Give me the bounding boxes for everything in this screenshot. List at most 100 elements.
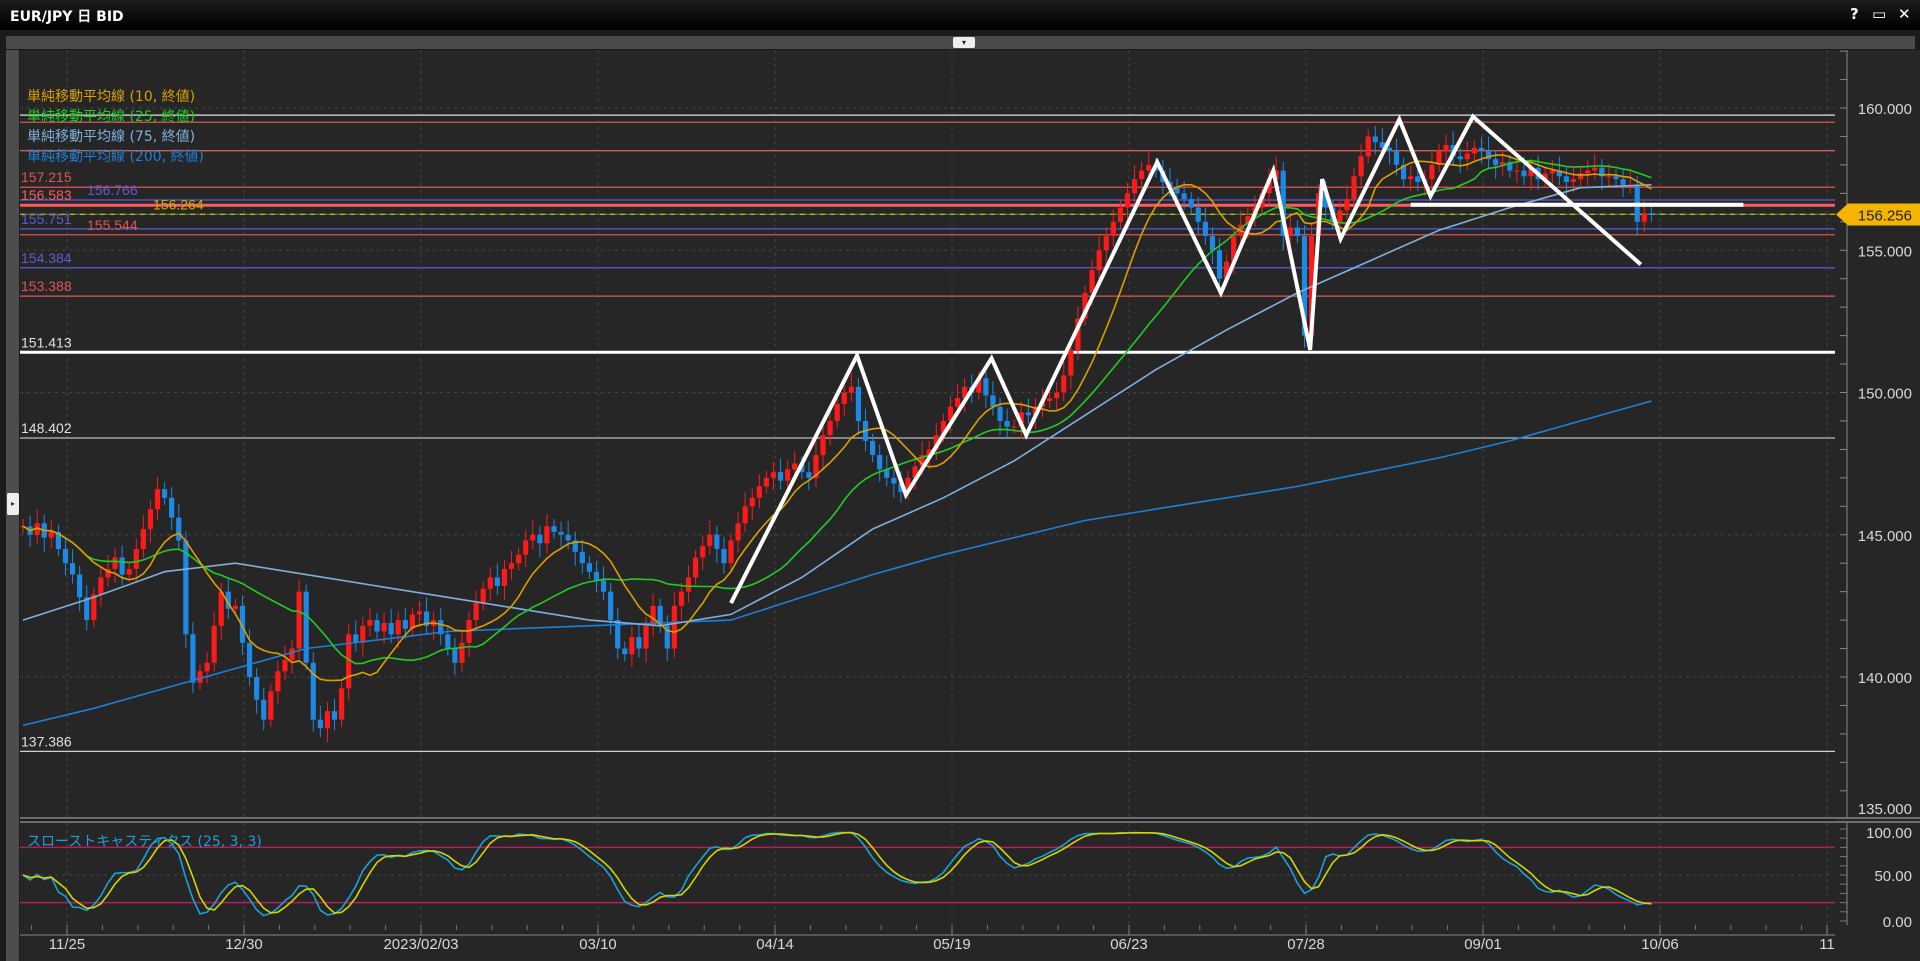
candle-body xyxy=(629,637,635,655)
window-title: EUR/JPY 日 BID xyxy=(10,9,124,25)
candle-body xyxy=(1089,270,1095,293)
stochastic-tick-label: 50.00 xyxy=(1874,868,1912,885)
candle-body xyxy=(820,435,826,456)
candle-body xyxy=(806,472,812,478)
candle-body xyxy=(516,554,522,564)
level-label: 156.264 xyxy=(153,196,204,212)
candle-body xyxy=(438,620,444,635)
candle-body xyxy=(1351,176,1357,200)
candle-body xyxy=(933,435,939,450)
candle-body xyxy=(218,591,224,626)
candle-body xyxy=(1216,250,1223,279)
candle-body xyxy=(1443,144,1449,151)
help-icon[interactable]: ? xyxy=(1850,5,1859,23)
candle-body xyxy=(1648,213,1654,215)
candle-body xyxy=(1011,426,1017,428)
candle-body xyxy=(636,637,642,649)
candle-body xyxy=(169,497,175,518)
candle-body xyxy=(593,571,600,581)
candle-body xyxy=(1195,207,1201,222)
candle-body xyxy=(777,472,784,481)
candle-body xyxy=(1224,261,1230,279)
candle-body xyxy=(976,378,982,393)
candle-body xyxy=(246,642,253,677)
candle-body xyxy=(1528,167,1534,177)
close-icon[interactable]: ✕ xyxy=(1898,5,1911,23)
candle-body xyxy=(62,548,69,564)
candle-body xyxy=(1500,162,1506,165)
candle-body xyxy=(133,548,139,569)
candle-body xyxy=(1075,318,1081,350)
candle-body xyxy=(1266,179,1272,194)
stochastic-plot-area xyxy=(20,823,1835,925)
stochastic-tick-label: 100.00 xyxy=(1866,825,1912,842)
candle-body xyxy=(1365,136,1371,157)
date-tick-label: 10/06 xyxy=(1641,936,1679,953)
candle-body xyxy=(1429,164,1435,180)
candle-body xyxy=(1620,179,1626,185)
candle-body xyxy=(1061,375,1067,393)
candle-body xyxy=(1457,156,1463,160)
candle-body xyxy=(579,551,585,564)
candle-body xyxy=(501,568,508,586)
candle-body xyxy=(1181,193,1187,200)
candle-body xyxy=(983,378,989,396)
candle-body xyxy=(1004,420,1010,427)
date-tick-label: 2023/02/03 xyxy=(383,936,458,953)
candle-body xyxy=(848,386,854,393)
toolbar-dropdown-button[interactable]: ▾ xyxy=(953,37,975,48)
candle-body xyxy=(1563,176,1570,182)
date-tick-label: 04/14 xyxy=(756,936,794,953)
candle-body xyxy=(1570,179,1577,182)
candle-body xyxy=(1471,147,1477,154)
candle-body xyxy=(735,523,741,541)
candle-body xyxy=(785,469,791,481)
candle-body xyxy=(459,642,465,663)
candle-body xyxy=(678,591,685,606)
candle-body xyxy=(721,548,727,564)
candle-body xyxy=(69,563,76,575)
maximize-icon[interactable]: ▭ xyxy=(1872,5,1887,23)
candle-body xyxy=(1578,173,1584,180)
candle-body xyxy=(1337,210,1343,222)
candle-body xyxy=(48,531,54,538)
candle-body xyxy=(105,568,111,578)
level-label: 154.384 xyxy=(21,250,72,266)
candle-body xyxy=(374,620,380,632)
candle-body xyxy=(1613,176,1619,180)
candle-body xyxy=(77,574,83,598)
candle-body xyxy=(275,671,281,692)
candle-body xyxy=(183,540,189,635)
candle-body xyxy=(339,688,345,720)
candle-body xyxy=(1174,187,1180,194)
candle-body xyxy=(381,622,387,632)
candle-body xyxy=(693,557,699,578)
candle-body xyxy=(1401,164,1407,180)
candle-body xyxy=(813,455,819,478)
candle-body xyxy=(997,406,1003,421)
candle-body xyxy=(685,577,692,592)
candle-body xyxy=(1202,221,1208,237)
candle-body xyxy=(954,398,961,407)
candle-body xyxy=(1301,236,1308,336)
candle-body xyxy=(452,648,458,663)
candle-body xyxy=(487,577,493,589)
stochastic-tick-label: 0.00 xyxy=(1883,914,1912,931)
level-label: 151.413 xyxy=(21,334,72,350)
candle-body xyxy=(1592,167,1598,171)
candle-body xyxy=(1245,216,1251,225)
level-label: 155.544 xyxy=(87,217,138,233)
sma-75-line xyxy=(22,184,1652,627)
level-label: 157.215 xyxy=(21,169,72,185)
candle-body xyxy=(176,517,182,541)
legend-sma-10: 単純移動平均線 (10, 終値) xyxy=(27,89,196,105)
candle-body xyxy=(586,563,592,572)
candle-body xyxy=(1478,147,1485,151)
candle-body xyxy=(473,603,479,621)
side-panel-toggle-icon[interactable]: ▸ xyxy=(7,493,19,515)
candle-body xyxy=(1068,349,1074,376)
level-label: 156.583 xyxy=(21,187,72,203)
candle-body xyxy=(940,420,946,436)
candle-body xyxy=(600,580,607,592)
